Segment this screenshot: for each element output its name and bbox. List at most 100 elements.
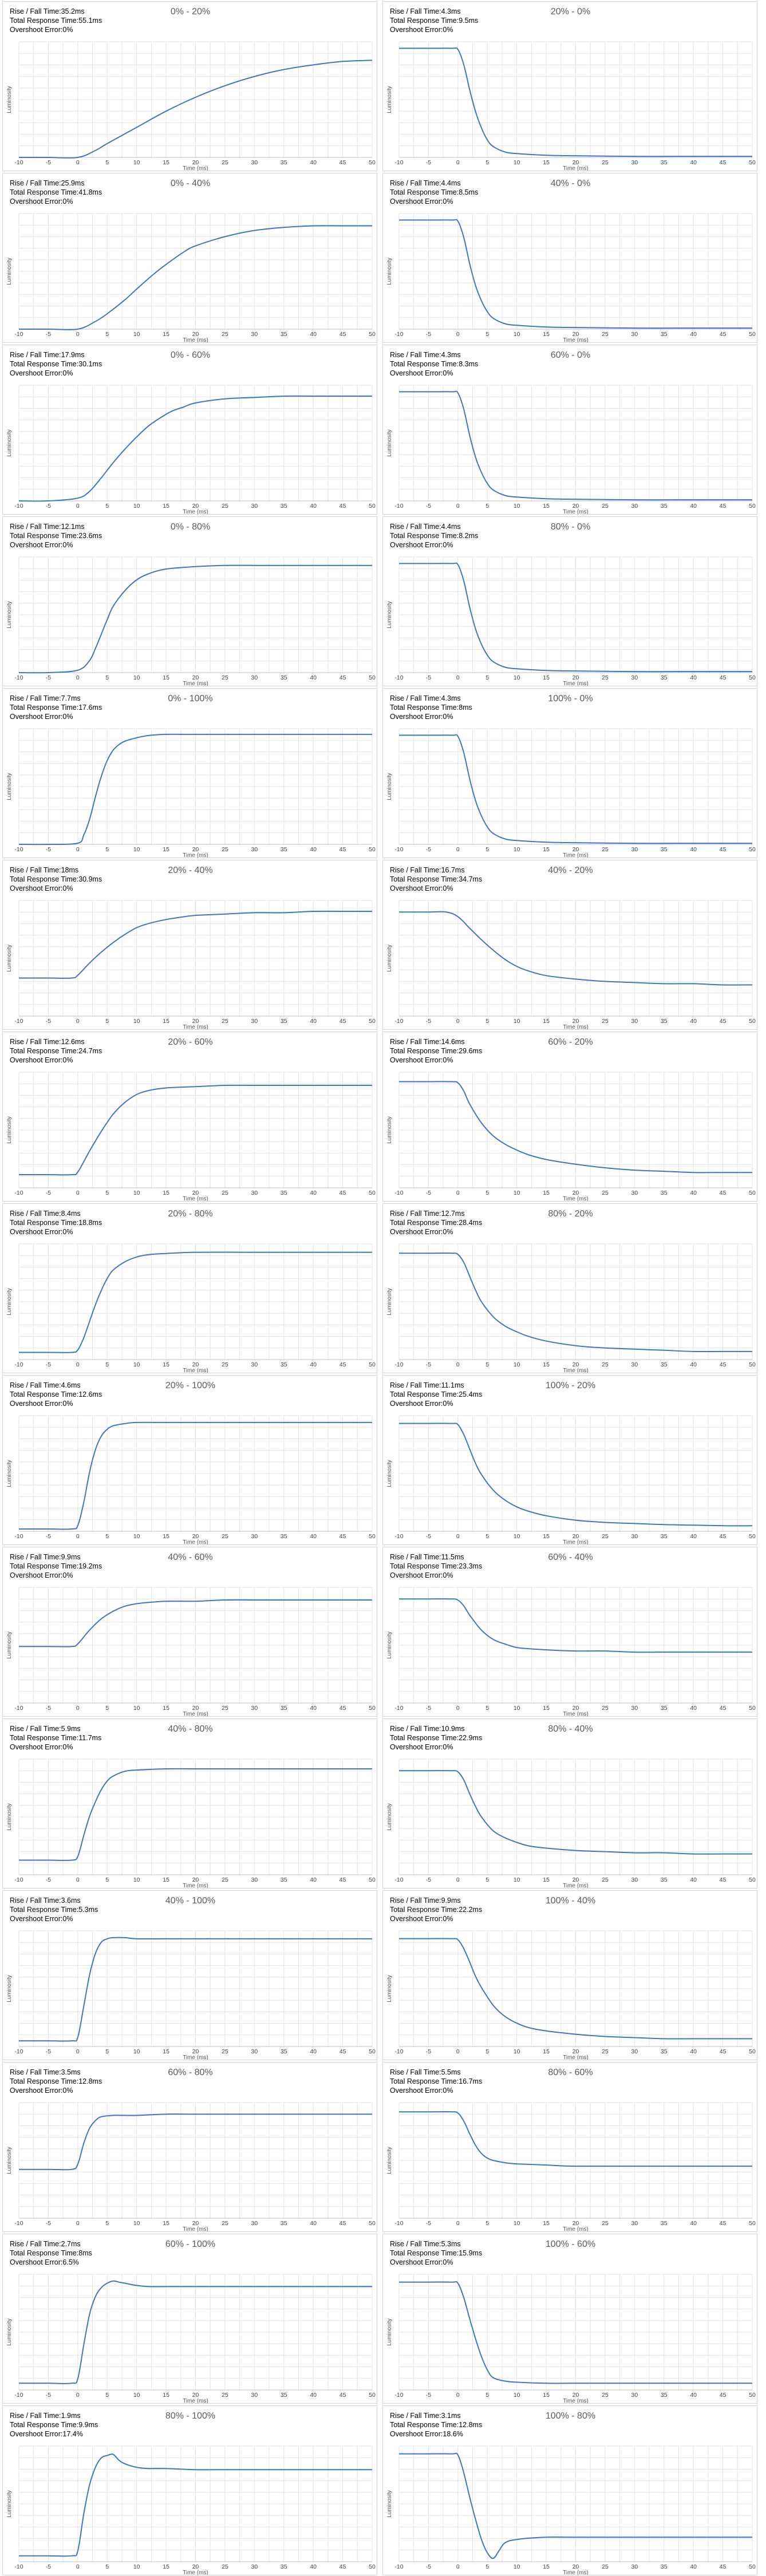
rise-fall-time-text: Rise / Fall Time:17.9ms xyxy=(10,351,85,359)
x-tick-label: 40 xyxy=(310,1018,317,1025)
x-tick-label: 10 xyxy=(514,1533,520,1540)
x-tick-label: 0 xyxy=(456,2220,460,2227)
total-response-time-text: Total Response Time:9.5ms xyxy=(390,17,479,25)
rise-fall-time-text: Rise / Fall Time:11.5ms xyxy=(390,1553,464,1561)
x-tick-label: 15 xyxy=(163,1190,169,1196)
x-tick-label: 40 xyxy=(310,503,317,509)
x-tick-label: 30 xyxy=(251,674,258,681)
total-response-time-text: Total Response Time:15.9ms xyxy=(390,2249,483,2257)
x-tick-label: 5 xyxy=(485,1018,489,1025)
x-axis-label: Time (ms) xyxy=(183,1368,208,1373)
rise-fall-time-text: Rise / Fall Time:10.9ms xyxy=(390,1725,465,1733)
x-tick-label: 0 xyxy=(76,331,80,338)
x-tick-label: 0 xyxy=(76,2048,80,2055)
chart-title: 20% - 40% xyxy=(168,866,213,875)
x-tick-label: 30 xyxy=(251,2563,258,2570)
x-tick-label: 15 xyxy=(163,1018,169,1025)
x-tick-label: 25 xyxy=(602,331,609,338)
x-tick-label: 20 xyxy=(572,503,579,509)
line-chart: -10 -5 0 5 10 15 20 25 30 35 40 45 50 Time (ms) Lumino… xyxy=(386,2102,756,2231)
y-axis-label: Luminosity xyxy=(386,429,393,457)
x-tick-label: 0 xyxy=(76,1018,80,1025)
x-tick-label: 45 xyxy=(339,1018,346,1025)
total-response-time-text: Total Response Time:18.8ms xyxy=(10,1219,102,1227)
x-tick-label: 25 xyxy=(222,2392,228,2399)
chart-stats: Rise / Fall Time:4.3ms Total Response Tim… xyxy=(390,350,478,378)
x-tick-label: 35 xyxy=(661,1190,668,1196)
x-tick-label: 45 xyxy=(720,846,726,853)
x-axis-label: Time (ms) xyxy=(183,2398,208,2404)
x-tick-label: -5 xyxy=(426,1705,431,1712)
x-tick-label: 25 xyxy=(222,1533,228,1540)
chart-panel: Rise / Fall Time:3.6ms Total Response Tim… xyxy=(2,1890,377,2060)
x-tick-label: 35 xyxy=(281,2563,287,2570)
x-tick-label: 20 xyxy=(572,674,579,681)
chart-panel: Rise / Fall Time:7.7ms Total Response Tim… xyxy=(2,688,377,858)
luminosity-series-line xyxy=(399,1770,752,1855)
x-tick-label: 35 xyxy=(281,1361,287,1368)
x-tick-label: 20 xyxy=(192,1705,199,1712)
x-tick-label: 50 xyxy=(369,1190,376,1196)
x-tick-label: 40 xyxy=(690,1876,697,1883)
x-tick-label: 50 xyxy=(749,159,756,166)
chart-panel: Rise / Fall Time:9.9ms Total Response Tim… xyxy=(2,1547,377,1717)
x-tick-label: 25 xyxy=(222,2220,228,2227)
chart-panel: Rise / Fall Time:18ms Total Response Time… xyxy=(2,860,377,1030)
x-axis-label: Time (ms) xyxy=(183,337,208,343)
x-tick-label: -5 xyxy=(426,1876,431,1883)
x-tick-label: 10 xyxy=(514,2048,520,2055)
rise-fall-time-text: Rise / Fall Time:12.7ms xyxy=(390,1210,465,1218)
x-tick-label: 10 xyxy=(514,846,520,853)
x-tick-label: 15 xyxy=(163,674,169,681)
total-response-time-text: Total Response Time:34.7ms xyxy=(390,875,483,883)
luminosity-series-line xyxy=(399,1598,752,1653)
rise-fall-time-text: Rise / Fall Time:12.6ms xyxy=(10,1038,85,1046)
x-tick-label: 50 xyxy=(749,1533,756,1540)
x-tick-label: 10 xyxy=(514,2392,520,2399)
x-tick-label: 35 xyxy=(281,159,287,166)
x-tick-label: 25 xyxy=(222,1705,228,1712)
chart-stats: Rise / Fall Time:4.3ms Total Response Tim… xyxy=(390,694,472,721)
x-tick-label: -10 xyxy=(14,1190,23,1196)
x-tick-label: -5 xyxy=(426,674,431,681)
x-tick-label: 50 xyxy=(369,2563,376,2570)
chart-title: 0% - 80% xyxy=(170,522,211,532)
x-tick-label: 15 xyxy=(543,159,550,166)
chart-stats: Rise / Fall Time:5.5ms Total Response Tim… xyxy=(390,2068,482,2095)
x-tick-label: 30 xyxy=(251,846,258,853)
chart-title: 60% - 40% xyxy=(548,1552,593,1562)
x-tick-label: 50 xyxy=(369,674,376,681)
chart-title: 0% - 20% xyxy=(170,7,211,17)
x-tick-label: 40 xyxy=(310,2563,317,2570)
chart-panel: Rise / Fall Time:12.6ms Total Response Ti… xyxy=(2,1032,377,1202)
x-tick-label: 25 xyxy=(602,1533,609,1540)
x-tick-label: 15 xyxy=(543,1190,550,1196)
x-tick-label: 35 xyxy=(281,2048,287,2055)
y-axis-label: Luminosity xyxy=(386,2490,393,2518)
x-tick-label: 15 xyxy=(163,2220,169,2227)
x-tick-label: 35 xyxy=(281,1876,287,1883)
chart-stats: Rise / Fall Time:9.9ms Total Response Tim… xyxy=(390,1896,482,1923)
luminosity-series-line xyxy=(398,1938,752,2040)
x-tick-label: 30 xyxy=(251,2048,258,2055)
chart-panel: Rise / Fall Time:2.7ms Total Response Tim… xyxy=(2,2234,377,2404)
x-tick-label: 30 xyxy=(251,1361,258,1368)
x-tick-label: 30 xyxy=(251,1018,258,1025)
overshoot-error-text: Overshoot Error:0% xyxy=(10,2087,73,2095)
luminosity-series-line xyxy=(18,733,372,846)
x-tick-label: 30 xyxy=(631,1190,638,1196)
x-tick-label: 35 xyxy=(661,503,668,509)
chart-title: 40% - 100% xyxy=(165,1896,216,1906)
x-tick-label: 0 xyxy=(76,159,80,166)
overshoot-error-text: Overshoot Error:0% xyxy=(390,1571,453,1579)
x-tick-label: 20 xyxy=(192,1876,199,1883)
x-tick-label: 30 xyxy=(631,2392,638,2399)
line-chart: -10 -5 0 5 10 15 20 25 30 35 40 45 50 Time (ms) Lumino… xyxy=(6,556,376,686)
x-tick-label: 40 xyxy=(690,846,697,853)
rise-fall-time-text: Rise / Fall Time:1.9ms xyxy=(10,2412,81,2420)
x-tick-label: 50 xyxy=(749,1705,756,1712)
y-axis-label: Luminosity xyxy=(6,601,13,629)
rise-fall-time-text: Rise / Fall Time:7.7ms xyxy=(10,694,81,702)
rise-fall-time-text: Rise / Fall Time:14.6ms xyxy=(390,1038,465,1046)
x-tick-label: -5 xyxy=(426,1361,431,1368)
